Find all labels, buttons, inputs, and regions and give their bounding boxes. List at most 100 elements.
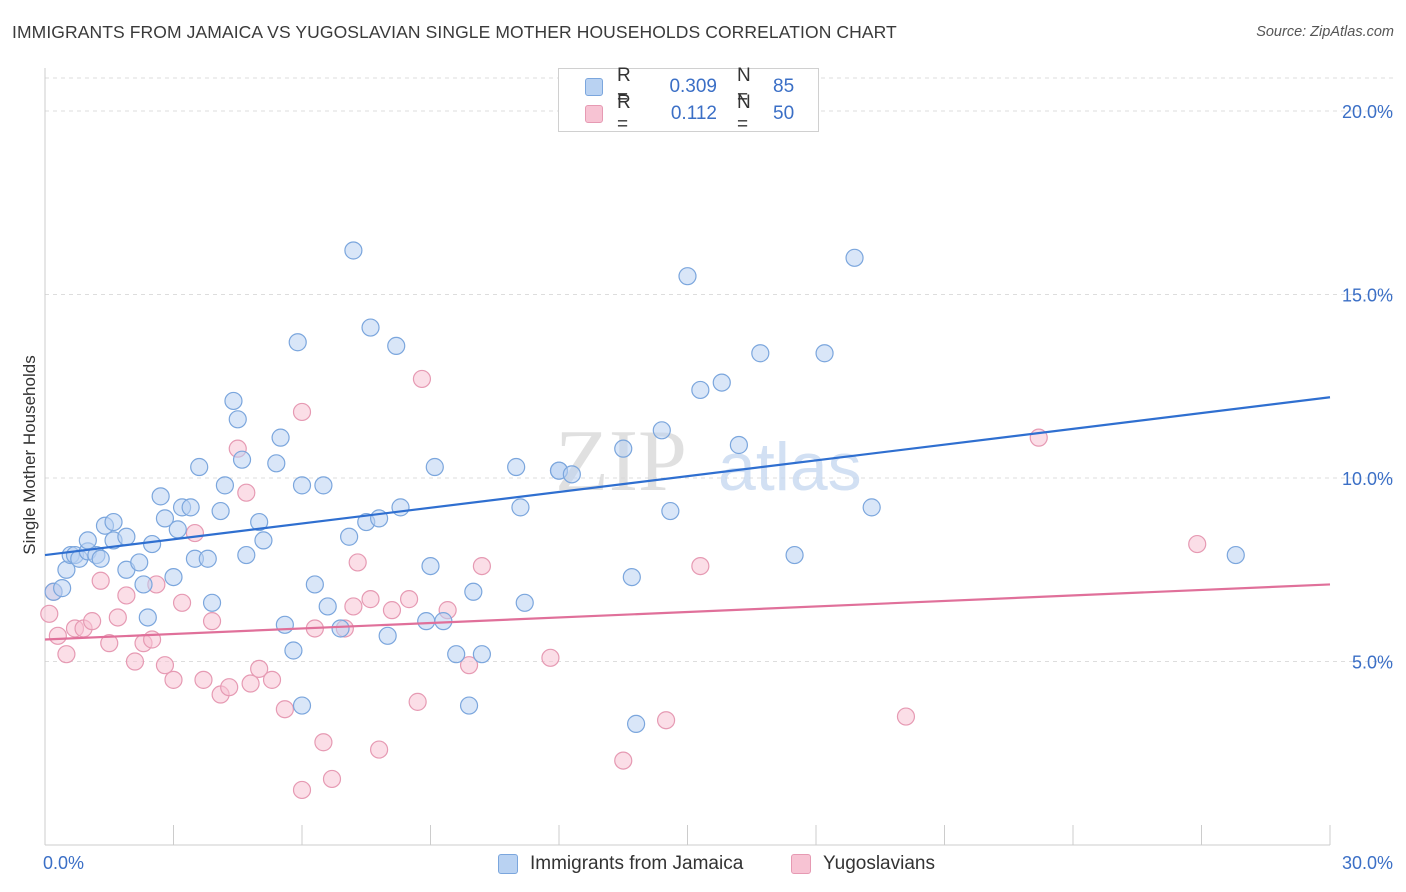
jamaica-trend-line <box>44 396 1331 557</box>
jamaica-point <box>211 501 230 521</box>
yugoslavians-point <box>185 523 205 543</box>
yugoslavians-point <box>194 670 213 689</box>
yugoslavians-point <box>322 769 342 789</box>
y-tick-label: 5.0% <box>1352 653 1393 673</box>
jamaica-point <box>515 593 534 612</box>
jamaica-point <box>391 498 410 517</box>
yugoslavians-point <box>202 612 222 631</box>
yugoslavians-point <box>108 608 127 627</box>
yugoslavians-point <box>412 369 432 389</box>
jamaica-point <box>425 457 444 477</box>
yugoslavians-point <box>40 604 59 623</box>
yugoslavians-point <box>237 483 256 502</box>
jamaica-point <box>138 608 157 627</box>
jamaica-point <box>284 641 303 660</box>
jamaica-point <box>340 527 359 546</box>
jamaica-point <box>1226 545 1245 565</box>
yugoslavians-point <box>172 593 192 612</box>
jamaica-point <box>751 344 770 363</box>
yugoslavians-point <box>250 659 269 678</box>
legend-row-yugoslavians: R = 0.112 N = 50 <box>585 92 795 135</box>
jamaica-point <box>202 593 222 612</box>
yugoslavians-point <box>292 402 312 422</box>
yugoslavians-point <box>220 678 239 697</box>
yugoslavians-point <box>408 692 427 711</box>
jamaica-point <box>622 568 641 587</box>
legend-n-label: N = <box>737 92 751 135</box>
jamaica-point <box>421 556 440 576</box>
legend-r-label: R = <box>617 65 631 108</box>
legend-swatch-yugoslavians <box>585 105 603 123</box>
yugoslavians-point <box>1188 534 1207 554</box>
trend-lines <box>44 396 1331 641</box>
jamaica-point <box>845 248 864 267</box>
yugoslavians-point <box>656 711 676 730</box>
jamaica-point <box>91 549 110 568</box>
legend-row-jamaica: R = 0.309 N = 85 <box>585 65 795 108</box>
jamaica-point <box>104 512 123 532</box>
jamaica-point <box>314 476 333 495</box>
yugoslavians-point <box>614 751 633 770</box>
legend-n-label: N = <box>737 65 751 108</box>
jamaica-point <box>198 549 217 568</box>
jamaica-point <box>626 714 646 733</box>
jamaica-point <box>134 575 153 594</box>
jamaica-point <box>447 645 466 664</box>
jamaica-point <box>331 619 350 638</box>
yugoslavians-point <box>83 612 102 631</box>
jamaica-point <box>164 568 183 587</box>
jamaica-point <box>224 391 243 411</box>
jamaica-point <box>292 476 312 495</box>
jamaica-point <box>228 410 247 429</box>
yugoslavians-point <box>100 634 119 653</box>
yugoslavians-point <box>472 556 491 576</box>
jamaica-point <box>318 597 337 616</box>
data-points <box>40 241 1245 800</box>
yugoslavians-point <box>370 740 389 759</box>
jamaica-point <box>815 344 834 363</box>
yugoslavians-point <box>125 652 145 671</box>
bottom-legend-jamaica: Immigrants from Jamaica <box>498 852 743 876</box>
yugoslavians-point <box>314 733 333 752</box>
yugoslavians-point <box>155 656 175 675</box>
tick-labels: 5.0% 10.0% 15.0% 20.0% 0.0% 30.0% <box>43 102 1393 873</box>
jamaica-point <box>459 696 479 715</box>
yugoslavians-point <box>241 674 260 693</box>
yugoslavians-point <box>541 648 560 667</box>
jamaica-point <box>678 267 697 286</box>
jamaica-point <box>507 457 526 477</box>
yugoslavians-point <box>399 590 419 609</box>
yugoslavians-point <box>48 626 67 645</box>
bottom-legend-label-jamaica: Immigrants from Jamaica <box>530 853 744 874</box>
bottom-legend-yugoslavians: Yugoslavians <box>791 852 935 876</box>
jamaica-point <box>250 512 269 532</box>
jamaica-point <box>511 498 530 517</box>
jamaica-point <box>117 527 136 546</box>
yugoslavians-point <box>459 656 479 675</box>
jamaica-point <box>151 487 170 506</box>
jamaica-point <box>288 333 307 352</box>
legend-n-value: 85 <box>773 76 795 97</box>
source-credit: Source: ZipAtlas.com <box>1256 24 1394 40</box>
legend-n-value: 50 <box>773 103 795 124</box>
jamaica-point <box>142 534 162 554</box>
jamaica-point <box>168 520 187 539</box>
jamaica-point <box>215 476 234 495</box>
chart-title: IMMIGRANTS FROM JAMAICA VS YUGOSLAVIAN S… <box>12 22 897 42</box>
yugoslavians-point <box>164 670 183 689</box>
yugoslavians-point <box>348 553 367 572</box>
jamaica-point <box>190 457 209 477</box>
yugoslavians-point <box>275 700 294 719</box>
bottom-legend-label-yugoslavians: Yugoslavians <box>823 853 935 874</box>
jamaica-point <box>712 373 731 392</box>
jamaica-point <box>254 531 273 550</box>
legend-r-value: 0.112 <box>670 103 717 124</box>
jamaica-point <box>130 553 149 572</box>
y-tick-label: 10.0% <box>1342 469 1393 489</box>
jamaica-point <box>271 428 290 447</box>
legend-r-value: 0.309 <box>669 76 717 97</box>
jamaica-point <box>417 612 436 631</box>
jamaica-point <box>181 498 200 517</box>
yugoslavians-point <box>361 590 380 609</box>
